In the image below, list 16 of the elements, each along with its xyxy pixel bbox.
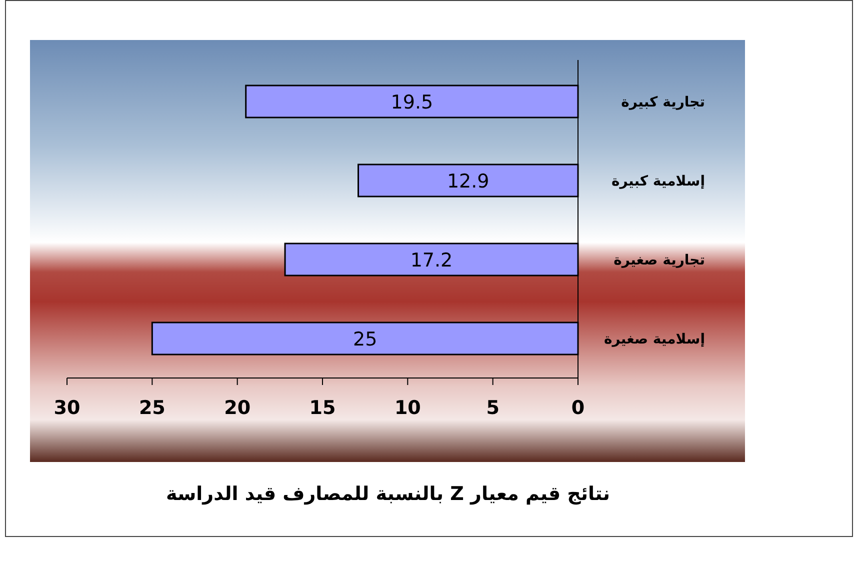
- data-label: 25: [352, 328, 378, 350]
- x-tick-label: 15: [309, 397, 336, 419]
- y-tick-label: تجارية كبيرة: [621, 94, 705, 110]
- x-tick-label: 20: [224, 397, 251, 419]
- text: نتائج قيم معيار Z بالنسبة للمصارف قيد الدراسة: [166, 483, 610, 505]
- y-tick-label: تجارية صغيرة: [614, 252, 705, 268]
- y-tick-label: إسلامية كبيرة: [612, 174, 705, 190]
- data-label: 12.9: [446, 170, 490, 192]
- y-tick-label: إسلامية صغيرة: [604, 332, 705, 348]
- x-tick-label: 5: [486, 397, 500, 419]
- data-label: 19.5: [390, 92, 434, 114]
- x-tick-label: 10: [394, 397, 421, 419]
- x-tick-label: 0: [571, 397, 585, 419]
- x-tick-label: 30: [54, 397, 80, 419]
- data-label: 17.2: [410, 250, 453, 272]
- x-tick-label: 25: [138, 397, 166, 419]
